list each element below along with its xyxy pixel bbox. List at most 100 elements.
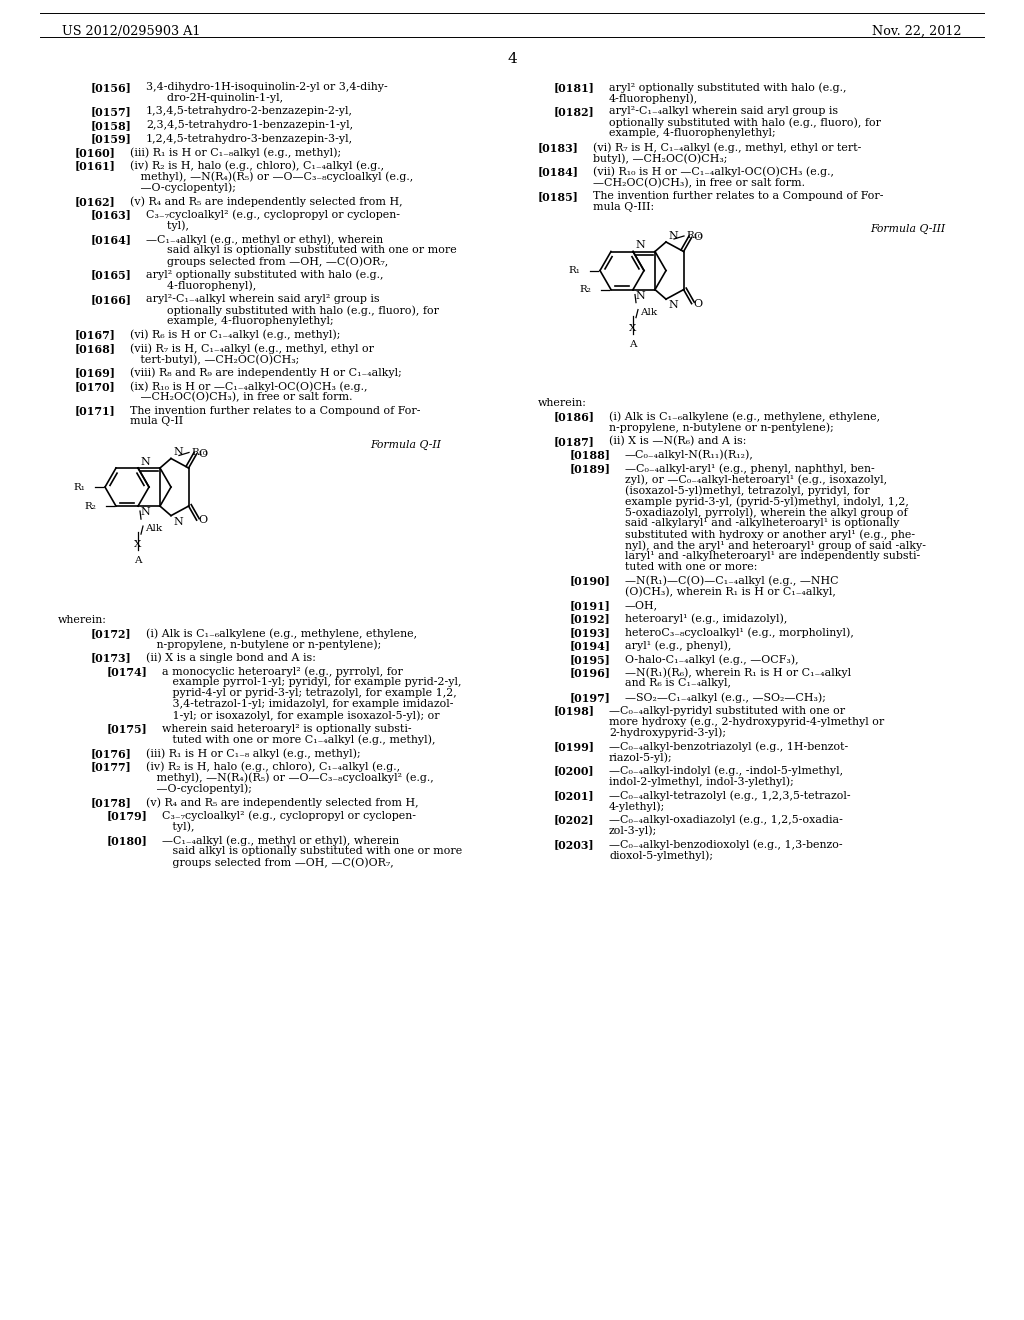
Text: [0163]: [0163] (91, 210, 132, 220)
Text: [0202]: [0202] (554, 814, 595, 825)
Text: 4-fluorophenyl),: 4-fluorophenyl), (146, 281, 256, 292)
Text: 5-oxadiazolyl, pyrrolyl), wherein the alkyl group of: 5-oxadiazolyl, pyrrolyl), wherein the al… (625, 507, 907, 517)
Text: R₁: R₁ (568, 267, 580, 275)
Text: wherein said heteroaryl² is optionally substi-: wherein said heteroaryl² is optionally s… (162, 723, 412, 734)
Text: R₁₀: R₁₀ (686, 231, 702, 240)
Text: —CH₂OC(O)CH₃), in free or salt form.: —CH₂OC(O)CH₃), in free or salt form. (593, 177, 805, 187)
Text: aryl² optionally substituted with halo (e.g.,: aryl² optionally substituted with halo (… (609, 82, 847, 92)
Text: [0159]: [0159] (91, 133, 132, 144)
Text: C₃₋₇cycloalkyl² (e.g., cyclopropyl or cyclopen-: C₃₋₇cycloalkyl² (e.g., cyclopropyl or cy… (146, 210, 400, 220)
Text: (isoxazol-5-yl)methyl, tetrazolyl, pyridyl, for: (isoxazol-5-yl)methyl, tetrazolyl, pyrid… (625, 484, 869, 495)
Text: [0197]: [0197] (570, 692, 611, 704)
Text: 3,4-tetrazol-1-yl; imidazolyl, for example imidazol-: 3,4-tetrazol-1-yl; imidazolyl, for examp… (162, 700, 454, 709)
Text: [0160]: [0160] (75, 147, 116, 158)
Text: Nov. 22, 2012: Nov. 22, 2012 (872, 25, 962, 38)
Text: methyl), —N(R₄)(R₅) or —O—C₃₋₈cycloalkyl² (e.g.,: methyl), —N(R₄)(R₅) or —O—C₃₋₈cycloalkyl… (146, 772, 434, 783)
Text: [0182]: [0182] (554, 107, 595, 117)
Text: heteroC₃₋₈cycloalkyl¹ (e.g., morpholinyl),: heteroC₃₋₈cycloalkyl¹ (e.g., morpholinyl… (625, 627, 854, 638)
Text: said -alkylaryl¹ and -alkylheteroaryl¹ is optionally: said -alkylaryl¹ and -alkylheteroaryl¹ i… (625, 517, 899, 528)
Text: [0192]: [0192] (570, 614, 610, 624)
Text: N: N (173, 516, 182, 527)
Text: [0166]: [0166] (91, 294, 132, 305)
Text: tyl),: tyl), (162, 821, 195, 832)
Text: n-propylene, n-butylene or n-pentylene);: n-propylene, n-butylene or n-pentylene); (609, 422, 834, 433)
Text: wherein:: wherein: (58, 615, 106, 624)
Text: (iv) R₂ is H, halo (e.g., chloro), C₁₋₄alkyl (e.g.,: (iv) R₂ is H, halo (e.g., chloro), C₁₋₄a… (146, 762, 400, 772)
Text: —CH₂OC(O)CH₃), in free or salt form.: —CH₂OC(O)CH₃), in free or salt form. (130, 392, 352, 403)
Text: mula Q-III:: mula Q-III: (593, 202, 654, 213)
Text: n-propylene, n-butylene or n-pentylene);: n-propylene, n-butylene or n-pentylene); (146, 639, 381, 649)
Text: butyl), —CH₂OC(O)CH₃;: butyl), —CH₂OC(O)CH₃; (593, 153, 727, 164)
Text: [0193]: [0193] (570, 627, 611, 638)
Text: [0171]: [0171] (75, 405, 116, 417)
Text: (ii) X is a single bond and A is:: (ii) X is a single bond and A is: (146, 652, 315, 663)
Text: 2,3,4,5-tetrahydro-1-benzazepin-1-yl,: 2,3,4,5-tetrahydro-1-benzazepin-1-yl, (146, 120, 353, 129)
Text: [0172]: [0172] (91, 628, 132, 639)
Text: —C₀₋₄alkyl-aryl¹ (e.g., phenyl, naphthyl, ben-: —C₀₋₄alkyl-aryl¹ (e.g., phenyl, naphthyl… (625, 463, 874, 474)
Text: zol-3-yl);: zol-3-yl); (609, 825, 657, 836)
Text: [0187]: [0187] (554, 436, 595, 447)
Text: [0177]: [0177] (91, 762, 132, 772)
Text: [0165]: [0165] (91, 269, 132, 281)
Text: [0181]: [0181] (554, 82, 595, 92)
Text: (O)CH₃), wherein R₁ is H or C₁₋₄alkyl,: (O)CH₃), wherein R₁ is H or C₁₋₄alkyl, (625, 586, 836, 597)
Text: [0161]: [0161] (75, 161, 116, 172)
Text: [0189]: [0189] (570, 463, 611, 474)
Text: indol-2-ylmethyl, indol-3-ylethyl);: indol-2-ylmethyl, indol-3-ylethyl); (609, 776, 794, 787)
Text: 1-yl; or isoxazolyl, for example isoxazol-5-yl); or: 1-yl; or isoxazolyl, for example isoxazo… (162, 710, 439, 721)
Text: (vii) R₁₀ is H or —C₁₋₄alkyl-OC(O)CH₃ (e.g.,: (vii) R₁₀ is H or —C₁₋₄alkyl-OC(O)CH₃ (e… (593, 166, 834, 177)
Text: example, 4-fluorophenylethyl;: example, 4-fluorophenylethyl; (146, 315, 334, 326)
Text: 4: 4 (507, 51, 517, 66)
Text: 4-fluorophenyl),: 4-fluorophenyl), (609, 92, 698, 103)
Text: (iii) R₁ is H or C₁₋₈alkyl (e.g., methyl);: (iii) R₁ is H or C₁₋₈alkyl (e.g., methyl… (130, 147, 341, 157)
Text: O: O (693, 232, 702, 243)
Text: Formula Q-II: Formula Q-II (370, 440, 441, 450)
Text: N: N (668, 231, 678, 242)
Text: (ix) R₁₀ is H or —C₁₋₄alkyl-OC(O)CH₃ (e.g.,: (ix) R₁₀ is H or —C₁₋₄alkyl-OC(O)CH₃ (e.… (130, 381, 368, 392)
Text: [0201]: [0201] (554, 789, 595, 801)
Text: —C₀₋₄alkyl-tetrazolyl (e.g., 1,2,3,5-tetrazol-: —C₀₋₄alkyl-tetrazolyl (e.g., 1,2,3,5-tet… (609, 789, 851, 800)
Text: —O-cyclopentyl);: —O-cyclopentyl); (146, 784, 252, 795)
Text: [0186]: [0186] (554, 412, 595, 422)
Text: [0169]: [0169] (75, 367, 116, 379)
Text: [0203]: [0203] (554, 840, 595, 850)
Text: [0176]: [0176] (91, 748, 132, 759)
Text: [0200]: [0200] (554, 766, 595, 776)
Text: aryl²-C₁₋₄alkyl wherein said aryl² group is: aryl²-C₁₋₄alkyl wherein said aryl² group… (146, 294, 380, 304)
Text: R₁₀: R₁₀ (191, 447, 207, 457)
Text: [0196]: [0196] (570, 668, 611, 678)
Text: R₂: R₂ (84, 502, 96, 511)
Text: —C₁₋₄alkyl (e.g., methyl or ethyl), wherein: —C₁₋₄alkyl (e.g., methyl or ethyl), wher… (146, 234, 383, 244)
Text: 2-hydroxypyrid-3-yl);: 2-hydroxypyrid-3-yl); (609, 727, 726, 738)
Text: —C₀₋₄alkyl-indolyl (e.g., -indol-5-ylmethyl,: —C₀₋₄alkyl-indolyl (e.g., -indol-5-ylmet… (609, 766, 843, 776)
Text: aryl²-C₁₋₄alkyl wherein said aryl group is: aryl²-C₁₋₄alkyl wherein said aryl group … (609, 107, 838, 116)
Text: tyl),: tyl), (146, 220, 189, 231)
Text: —C₀₋₄alkyl-benzodioxolyl (e.g., 1,3-benzo-: —C₀₋₄alkyl-benzodioxolyl (e.g., 1,3-benz… (609, 840, 843, 850)
Text: mula Q-II: mula Q-II (130, 417, 183, 426)
Text: riazol-5-yl);: riazol-5-yl); (609, 752, 673, 763)
Text: [0175]: [0175] (106, 723, 147, 734)
Text: X: X (630, 323, 637, 333)
Text: [0184]: [0184] (538, 166, 579, 177)
Text: —N(R₁)(R₆), wherein R₁ is H or C₁₋₄alkyl: —N(R₁)(R₆), wherein R₁ is H or C₁₋₄alkyl (625, 668, 851, 678)
Text: (iv) R₂ is H, halo (e.g., chloro), C₁₋₄alkyl (e.g.,: (iv) R₂ is H, halo (e.g., chloro), C₁₋₄a… (130, 161, 384, 172)
Text: example pyrid-3-yl, (pyrid-5-yl)methyl, indolyl, 1,2,: example pyrid-3-yl, (pyrid-5-yl)methyl, … (625, 496, 909, 507)
Text: [0198]: [0198] (554, 705, 595, 717)
Text: said alkyl is optionally substituted with one or more: said alkyl is optionally substituted wit… (146, 246, 457, 255)
Text: (vi) R₇ is H, C₁₋₄alkyl (e.g., methyl, ethyl or tert-: (vi) R₇ is H, C₁₋₄alkyl (e.g., methyl, e… (593, 143, 861, 153)
Text: The invention further relates to a Compound of For-: The invention further relates to a Compo… (130, 405, 421, 416)
Text: 4-ylethyl);: 4-ylethyl); (609, 801, 666, 812)
Text: example pyrrol-1-yl; pyridyl, for example pyrid-2-yl,: example pyrrol-1-yl; pyridyl, for exampl… (162, 677, 462, 686)
Text: Alk: Alk (145, 524, 162, 533)
Text: aryl¹ (e.g., phenyl),: aryl¹ (e.g., phenyl), (625, 640, 731, 651)
Text: —O-cyclopentyl);: —O-cyclopentyl); (130, 182, 236, 193)
Text: [0167]: [0167] (75, 330, 116, 341)
Text: X: X (134, 540, 141, 549)
Text: aryl² optionally substituted with halo (e.g.,: aryl² optionally substituted with halo (… (146, 269, 384, 280)
Text: 1,2,4,5-tetrahydro-3-benzazepin-3-yl,: 1,2,4,5-tetrahydro-3-benzazepin-3-yl, (146, 133, 353, 144)
Text: R₁: R₁ (73, 483, 85, 491)
Text: said alkyl is optionally substituted with one or more: said alkyl is optionally substituted wit… (162, 846, 462, 855)
Text: groups selected from —OH, —C(O)OR₇,: groups selected from —OH, —C(O)OR₇, (146, 256, 388, 267)
Text: N: N (668, 300, 678, 310)
Text: Formula Q-III: Formula Q-III (870, 223, 945, 234)
